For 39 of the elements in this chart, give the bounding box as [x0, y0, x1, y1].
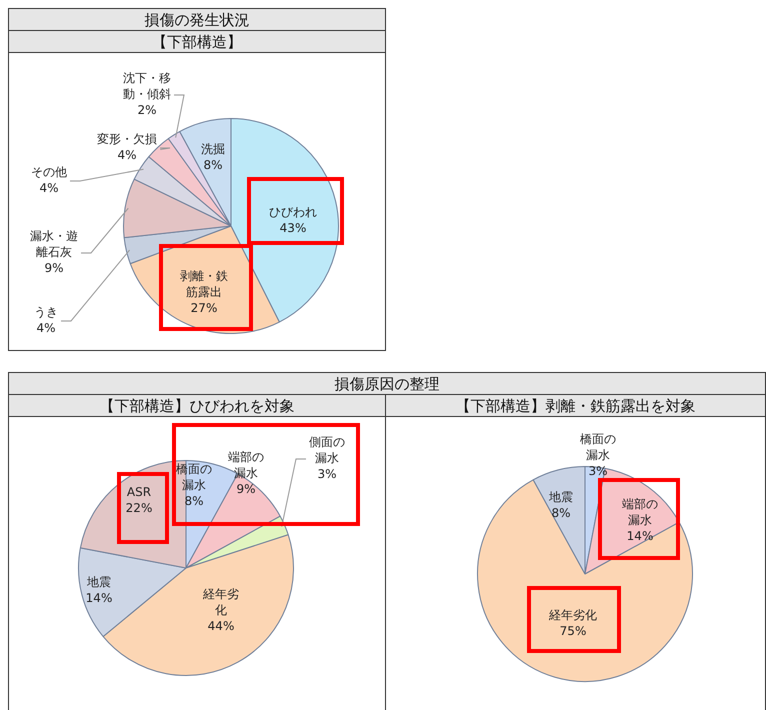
slice-label: 洗掘 — [201, 142, 225, 156]
slice-label: 端部の漏水 — [622, 497, 658, 528]
data-label: 14% — [86, 591, 112, 606]
slice-label: 沈下・移動・傾斜 — [123, 71, 171, 102]
data-label: 8% — [203, 158, 223, 172]
slice-label: ASR — [126, 485, 152, 500]
data-label: 22% — [126, 501, 152, 516]
slice-label: 地震 — [86, 575, 111, 590]
slice-label: ひびわれ — [269, 205, 317, 220]
slice-label: 側面の漏水 — [309, 435, 345, 466]
data-label: 3% — [588, 464, 608, 478]
data-label: 9% — [44, 261, 64, 276]
data-label: 2% — [137, 103, 157, 118]
data-label: 44% — [208, 619, 234, 634]
chart-subtitle: 【下部構造】ひびわれを対象 — [9, 395, 385, 417]
data-label: 9% — [236, 482, 256, 496]
data-label: 27% — [190, 301, 218, 316]
data-label: 8% — [551, 506, 571, 520]
slice-label: 変形・欠損 — [97, 132, 157, 146]
data-label: 3% — [317, 467, 337, 482]
chart-subtitle: 【下部構造】 — [9, 31, 385, 53]
slice-label: 経年劣化 — [202, 587, 239, 618]
slice-label: うき — [34, 305, 58, 320]
slice-label: 地震 — [548, 490, 573, 504]
data-label: 4% — [36, 321, 56, 336]
data-label: 14% — [626, 529, 654, 544]
slice-label: 橋面の漏水 — [580, 432, 616, 462]
chart-title: 損傷の発生状況 — [9, 9, 385, 31]
chart-subtitle: 【下部構造】剥離・鉄筋露出を対象 — [386, 395, 765, 417]
slice-label: 剥離・鉄筋露出 — [180, 269, 228, 300]
data-label: 75% — [560, 624, 586, 638]
slice-label: 漏水・遊離石灰 — [30, 229, 78, 260]
data-label: 4% — [117, 148, 137, 162]
data-label: 43% — [280, 221, 306, 236]
text: 損傷原因の整理 — [9, 373, 765, 395]
data-label: 4% — [39, 181, 59, 196]
slice-label: 経年劣化 — [548, 608, 597, 622]
data-label: 8% — [184, 494, 204, 508]
slice-label: その他 — [31, 165, 67, 180]
